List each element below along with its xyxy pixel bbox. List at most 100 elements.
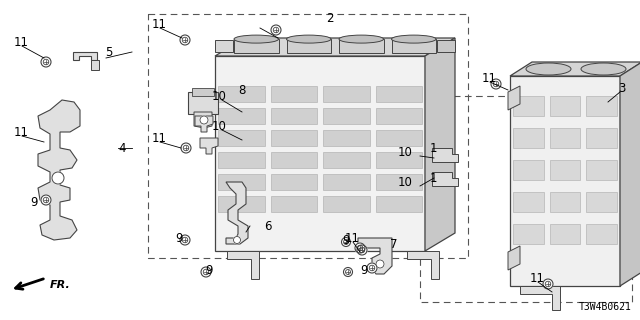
Polygon shape <box>376 86 422 102</box>
Text: 11: 11 <box>345 231 360 244</box>
Polygon shape <box>376 108 422 124</box>
Circle shape <box>344 268 353 276</box>
Polygon shape <box>271 174 317 190</box>
Circle shape <box>41 57 51 67</box>
Polygon shape <box>226 182 248 244</box>
Bar <box>188 92 218 114</box>
Text: 6: 6 <box>264 220 271 233</box>
Polygon shape <box>508 86 520 110</box>
Polygon shape <box>586 96 617 116</box>
Polygon shape <box>73 52 97 60</box>
Text: 1: 1 <box>430 141 438 155</box>
Polygon shape <box>508 246 520 270</box>
Polygon shape <box>376 174 422 190</box>
Polygon shape <box>218 196 264 212</box>
Polygon shape <box>586 224 617 244</box>
Polygon shape <box>510 62 640 76</box>
Circle shape <box>234 236 241 244</box>
Polygon shape <box>215 38 455 56</box>
Circle shape <box>180 235 190 245</box>
Text: 1: 1 <box>430 172 438 185</box>
Ellipse shape <box>526 63 571 75</box>
Polygon shape <box>323 108 369 124</box>
Polygon shape <box>376 196 422 212</box>
Text: 4: 4 <box>118 141 125 155</box>
Polygon shape <box>323 86 369 102</box>
Ellipse shape <box>581 63 626 75</box>
Text: T3W4B0621: T3W4B0621 <box>579 302 632 312</box>
Polygon shape <box>425 38 455 251</box>
Text: 11: 11 <box>14 36 29 49</box>
Polygon shape <box>38 100 80 240</box>
Polygon shape <box>586 128 617 148</box>
Circle shape <box>543 279 553 289</box>
Polygon shape <box>218 86 264 102</box>
Polygon shape <box>271 196 317 212</box>
Polygon shape <box>91 60 99 70</box>
Polygon shape <box>513 160 543 180</box>
Text: 11: 11 <box>530 271 545 284</box>
Text: 9: 9 <box>342 234 349 246</box>
Text: 10: 10 <box>212 90 227 102</box>
Circle shape <box>367 263 377 273</box>
Text: 11: 11 <box>152 132 167 145</box>
Polygon shape <box>432 148 458 162</box>
Text: 9: 9 <box>175 231 182 244</box>
Bar <box>148 14 468 258</box>
Polygon shape <box>513 192 543 212</box>
Polygon shape <box>218 174 264 190</box>
Polygon shape <box>323 130 369 146</box>
Polygon shape <box>339 39 383 53</box>
Polygon shape <box>586 160 617 180</box>
Circle shape <box>271 25 281 35</box>
Text: FR.: FR. <box>50 280 71 290</box>
Polygon shape <box>271 86 317 102</box>
Polygon shape <box>271 152 317 168</box>
Text: 9: 9 <box>360 263 367 276</box>
Polygon shape <box>550 192 580 212</box>
Polygon shape <box>323 152 369 168</box>
Circle shape <box>52 172 64 184</box>
Circle shape <box>355 243 365 253</box>
Polygon shape <box>550 96 580 116</box>
Polygon shape <box>323 196 369 212</box>
Circle shape <box>201 267 211 277</box>
Circle shape <box>181 143 191 153</box>
Text: 9: 9 <box>30 196 38 209</box>
Polygon shape <box>218 152 264 168</box>
Text: 11: 11 <box>482 71 497 84</box>
Circle shape <box>41 195 51 205</box>
Ellipse shape <box>234 35 278 43</box>
Polygon shape <box>271 108 317 124</box>
Polygon shape <box>437 40 455 52</box>
Polygon shape <box>195 116 213 132</box>
Text: 7: 7 <box>390 237 397 251</box>
Polygon shape <box>271 130 317 146</box>
Text: 5: 5 <box>105 45 113 59</box>
Circle shape <box>357 245 367 255</box>
Text: 10: 10 <box>398 146 413 158</box>
Polygon shape <box>392 39 436 53</box>
Polygon shape <box>432 172 458 186</box>
Polygon shape <box>550 128 580 148</box>
Circle shape <box>342 237 351 246</box>
Circle shape <box>491 79 501 89</box>
Polygon shape <box>218 130 264 146</box>
Polygon shape <box>234 39 278 53</box>
Ellipse shape <box>339 35 383 43</box>
Text: 11: 11 <box>152 19 167 31</box>
Text: 8: 8 <box>238 84 245 97</box>
Ellipse shape <box>287 35 331 43</box>
Polygon shape <box>200 138 218 154</box>
Polygon shape <box>620 62 640 286</box>
Polygon shape <box>215 56 425 251</box>
Polygon shape <box>513 224 543 244</box>
Text: 10: 10 <box>212 119 227 132</box>
Text: 10: 10 <box>398 175 413 188</box>
Polygon shape <box>513 128 543 148</box>
Polygon shape <box>550 160 580 180</box>
Polygon shape <box>323 174 369 190</box>
Polygon shape <box>520 286 560 310</box>
Polygon shape <box>218 108 264 124</box>
Polygon shape <box>376 152 422 168</box>
